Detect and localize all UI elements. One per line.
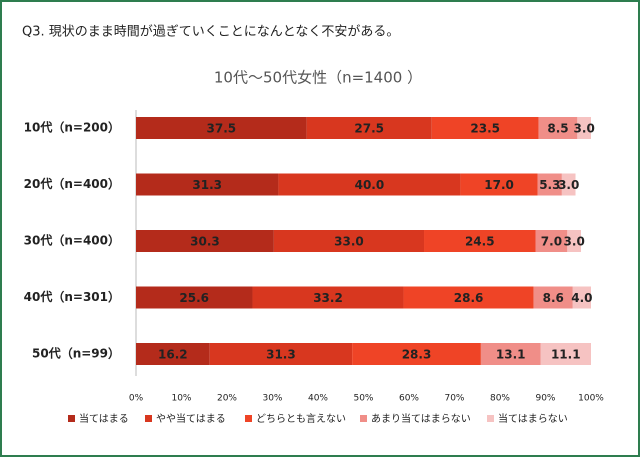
value-label: 7.0 [541,235,562,249]
chart-title: 10代～50代女性（n=1400 ） [214,69,422,87]
x-tick-label: 20% [217,394,237,404]
value-label: 5.3 [539,178,560,192]
x-tick-label: 50% [353,394,373,404]
value-label: 8.6 [543,291,564,305]
value-label: 3.0 [558,178,579,192]
value-label: 33.2 [313,291,343,305]
bar-segment [480,343,541,365]
x-tick-label: 90% [535,394,555,404]
bar-segment [537,173,562,196]
bar-segment [538,117,578,139]
x-tick-label: 40% [308,394,328,404]
x-tick-label: 0% [129,394,144,404]
bar-segment [577,117,591,139]
bar-segment [136,117,307,139]
value-label: 40.0 [355,178,385,192]
bar-segment [424,230,536,252]
y-tick-label: 20代（n=400） [24,176,120,191]
value-label: 3.0 [574,122,595,136]
value-label: 4.0 [571,291,592,305]
bar-segment [136,173,279,196]
y-tick-label: 50代（n=99） [32,346,120,361]
value-label: 25.6 [179,291,209,305]
bar-segment [561,173,576,196]
bar-segment [252,286,404,309]
value-label: 31.3 [266,348,296,362]
value-label: 30.3 [190,235,220,249]
x-tick-label: 10% [171,394,191,404]
value-label: 13.1 [496,348,526,362]
x-tick-label: 60% [399,394,419,404]
x-tick-label: 30% [262,394,282,404]
legend-label: 当てはまらない [498,412,568,425]
bar-segment [136,343,210,365]
bar-segment [533,286,573,309]
legend-swatch [68,415,75,422]
bar-segment [306,117,432,139]
legend-label: どちらとも言えない [256,412,346,425]
legend-swatch [245,415,252,422]
value-label: 3.0 [564,235,585,249]
bar-segment [540,343,591,365]
value-label: 28.6 [454,291,484,305]
y-tick-label: 10代（n=200） [24,120,120,135]
value-label: 23.5 [470,122,500,136]
value-label: 27.5 [354,122,384,136]
value-label: 37.5 [207,122,237,136]
value-label: 24.5 [465,235,495,249]
value-label: 31.3 [192,178,222,192]
bar-segment [352,343,481,365]
legend-swatch [487,415,494,422]
bar-segment [431,117,539,139]
bar-segment [136,286,253,309]
y-tick-label: 40代（n=301） [24,289,120,304]
value-label: 17.0 [484,178,514,192]
value-label: 33.0 [334,235,364,249]
bar-segment [209,343,353,365]
question: Q3. 現状のまま時間が過ぎていくことになんとなく不安がある。 [22,25,399,40]
bar-segment [535,230,568,252]
bar-segment [273,230,425,252]
value-label: 8.5 [547,122,568,136]
legend-label: あまり当てはまらない [371,412,471,425]
legend-label: やや当てはまる [156,412,226,425]
bar-segment [278,173,461,196]
bar-segment [136,230,274,252]
legend-swatch [360,415,367,422]
bar-segment [403,286,534,309]
bar-segment [572,286,591,309]
x-tick-label: 100% [578,394,604,404]
bar-segment [460,173,538,196]
bar-segment [567,230,581,252]
legend-swatch [145,415,152,422]
x-tick-label: 70% [444,394,464,404]
value-label: 11.1 [551,348,581,362]
x-tick-label: 80% [490,394,510,404]
legend-label: 当てはまる [79,412,129,425]
value-label: 16.2 [158,348,188,362]
y-tick-label: 30代（n=400） [24,233,120,248]
value-label: 28.3 [402,348,432,362]
